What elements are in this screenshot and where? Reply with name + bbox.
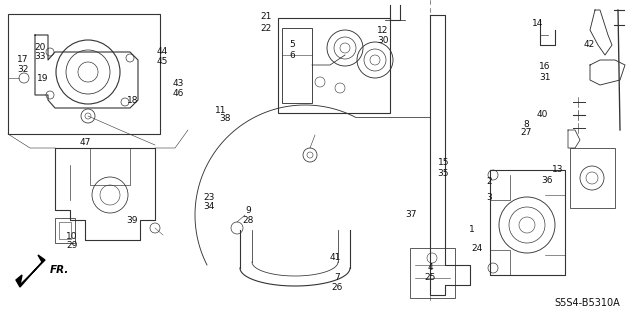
Text: 43: 43 (172, 79, 184, 88)
Text: 32: 32 (17, 65, 29, 74)
Text: 41: 41 (330, 253, 341, 262)
Text: 27: 27 (520, 128, 532, 137)
Text: 38: 38 (220, 114, 231, 122)
Text: 15: 15 (438, 158, 449, 167)
Text: FR.: FR. (50, 265, 69, 275)
Text: 35: 35 (438, 169, 449, 178)
Text: 17: 17 (17, 55, 29, 63)
Text: 24: 24 (471, 244, 483, 253)
Text: 47: 47 (79, 138, 91, 147)
Text: 16: 16 (539, 63, 550, 71)
Text: 39: 39 (127, 216, 138, 225)
Text: 20: 20 (35, 43, 46, 52)
Text: 37: 37 (405, 210, 417, 219)
Text: 33: 33 (35, 52, 46, 61)
Text: 9: 9 (246, 206, 251, 215)
Text: 36: 36 (541, 176, 553, 185)
Text: 3: 3 (487, 193, 492, 202)
Text: 1: 1 (470, 225, 475, 234)
Text: 18: 18 (127, 96, 138, 105)
Text: 5: 5 (289, 40, 294, 49)
Text: 8: 8 (524, 120, 529, 129)
Text: 4: 4 (428, 263, 433, 272)
Text: 40: 40 (537, 110, 548, 119)
Text: 19: 19 (36, 74, 48, 83)
Bar (570, 148, 615, 208)
Text: 26: 26 (332, 283, 343, 292)
Text: 22: 22 (260, 24, 271, 33)
Bar (282, 28, 312, 103)
Text: 30: 30 (377, 36, 388, 45)
Text: S5S4-B5310A: S5S4-B5310A (554, 298, 620, 308)
Text: 6: 6 (289, 51, 294, 60)
Bar (55, 218, 75, 243)
Text: 34: 34 (203, 202, 214, 211)
Text: 2: 2 (487, 177, 492, 186)
Polygon shape (16, 255, 45, 287)
Text: 21: 21 (260, 12, 271, 21)
Bar (59, 222, 71, 239)
Bar (410, 248, 455, 298)
Text: 46: 46 (172, 89, 184, 98)
Text: 13: 13 (552, 165, 564, 174)
Text: 25: 25 (424, 273, 436, 282)
Bar (278, 18, 390, 113)
Text: 42: 42 (584, 40, 595, 49)
Text: 10: 10 (66, 232, 77, 241)
Text: 29: 29 (66, 241, 77, 250)
Text: 12: 12 (377, 26, 388, 35)
Text: 31: 31 (539, 73, 550, 82)
Bar (8, 14, 160, 134)
Text: 28: 28 (243, 216, 254, 225)
Text: 14: 14 (532, 19, 543, 28)
Text: 7: 7 (335, 273, 340, 282)
Text: 44: 44 (157, 47, 168, 56)
Text: 11: 11 (215, 106, 227, 115)
Text: 23: 23 (203, 193, 214, 202)
Text: 45: 45 (157, 57, 168, 66)
